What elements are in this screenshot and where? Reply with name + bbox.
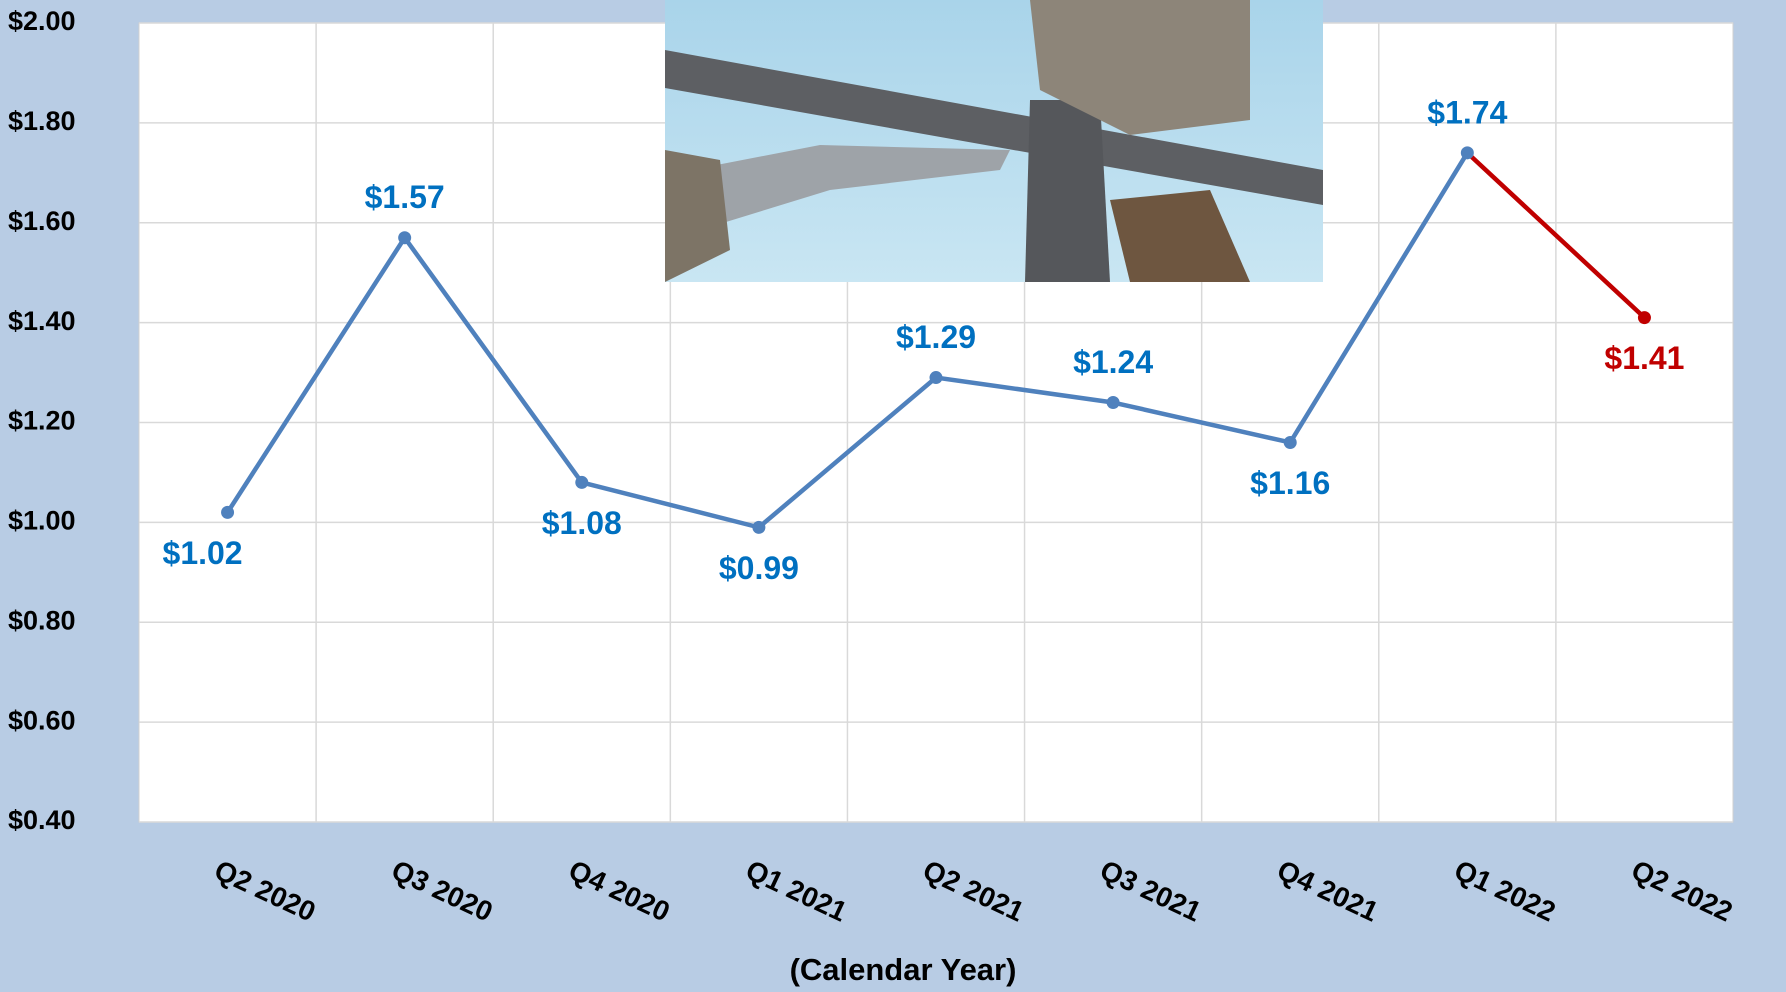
line-segment	[1287, 150, 1470, 445]
y-tick-label: $1.00	[8, 506, 76, 536]
data-point	[1637, 311, 1651, 325]
data-point	[398, 231, 412, 245]
y-tick-label: $1.80	[8, 106, 76, 136]
data-point	[929, 371, 943, 385]
value-label: $1.41	[1604, 340, 1684, 376]
value-label: $1.16	[1250, 465, 1330, 501]
value-label: $1.08	[542, 505, 622, 541]
y-tick-label: $1.20	[8, 406, 76, 436]
y-tick-label: $0.40	[8, 805, 76, 835]
line-segment	[756, 375, 939, 530]
y-tick-label: $2.00	[8, 6, 76, 36]
y-tick-label: $0.80	[8, 605, 76, 635]
data-point	[221, 505, 235, 519]
pliers	[665, 145, 1010, 230]
value-label: $1.24	[1073, 344, 1153, 380]
line-segment	[933, 375, 1116, 405]
data-point	[752, 520, 766, 534]
rebar	[1025, 100, 1110, 282]
line-segment	[579, 480, 762, 530]
glove	[1030, 0, 1250, 135]
data-point	[1460, 146, 1474, 160]
data-point	[1106, 396, 1120, 410]
line-segment	[1110, 400, 1293, 445]
value-label: $1.02	[163, 535, 243, 571]
marks	[221, 146, 1651, 534]
rebar	[665, 50, 1323, 205]
y-tick-label: $0.60	[8, 705, 76, 735]
hand	[665, 150, 730, 282]
value-label: $1.57	[365, 179, 445, 215]
x-axis-title: (Calendar Year)	[790, 952, 1017, 987]
line-segment	[1465, 150, 1647, 320]
photo	[665, 0, 1323, 282]
arm	[1110, 190, 1250, 282]
data-point	[575, 475, 589, 489]
y-tick-label: $1.60	[8, 206, 76, 236]
line-segment	[402, 235, 585, 485]
line-segment	[225, 235, 407, 515]
value-label: $0.99	[719, 550, 799, 586]
value-label: $1.29	[896, 319, 976, 355]
value-label: $1.74	[1427, 94, 1507, 130]
y-tick-label: $1.40	[8, 306, 76, 336]
data-point	[1283, 435, 1297, 449]
